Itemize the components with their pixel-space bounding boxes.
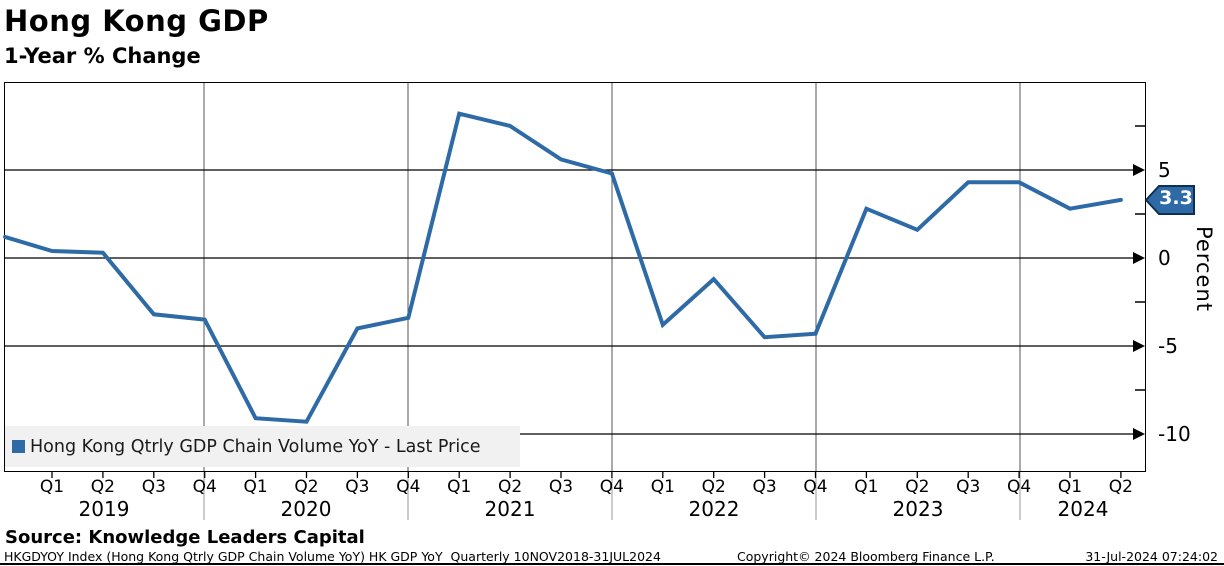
x-axis-year-label: 2022: [688, 497, 740, 521]
x-axis-quarter-label: Q3: [956, 477, 981, 497]
y-axis-tick-label: -5: [1158, 334, 1178, 358]
x-axis-quarter-label: Q4: [803, 477, 828, 497]
x-axis-quarter-label: Q2: [90, 477, 115, 497]
x-axis-year-label: 2020: [280, 497, 332, 521]
x-axis-year-label: 2023: [892, 497, 944, 521]
x-axis-quarter-label: Q2: [497, 477, 523, 497]
timestamp: 31-Jul-2024 07:24:02: [1085, 549, 1218, 564]
x-axis-quarter-label: Q1: [243, 477, 268, 497]
y-axis-title: Percent: [1192, 226, 1216, 313]
legend: Hong Kong Qtrly GDP Chain Volume YoY - L…: [5, 426, 520, 467]
x-axis-quarter-label: Q4: [396, 477, 421, 497]
x-axis-year-label: 2024: [1057, 497, 1109, 521]
x-axis-quarter-label: Q2: [1108, 477, 1133, 497]
x-axis-quarter-label: Q2: [294, 477, 319, 497]
y-axis-tick-label: 0: [1158, 246, 1171, 270]
x-axis-quarter-label: Q1: [854, 477, 879, 497]
x-axis-quarter-label: Q3: [141, 477, 166, 497]
x-axis-quarter-label: Q3: [752, 477, 777, 497]
bottom-divider: [0, 563, 1224, 565]
x-axis-quarter-label: Q3: [548, 477, 574, 497]
last-price-flag: 3.3: [1144, 183, 1198, 217]
last-price-flag-shape: [1144, 185, 1195, 215]
x-axis-quarter-label: Q1: [650, 477, 675, 497]
y-axis-tick-label: -10: [1158, 422, 1191, 446]
copyright-notice: Copyright© 2024 Bloomberg Finance L.P.: [737, 549, 995, 564]
legend-series-swatch-icon: [12, 440, 25, 453]
x-axis-quarter-label: Q1: [39, 477, 65, 497]
page-title: Hong Kong GDP: [4, 4, 269, 38]
plot-area-border: [4, 82, 1146, 472]
x-axis-quarter-label: Q1: [1057, 477, 1083, 497]
x-axis-quarter-label: Q4: [599, 477, 624, 497]
x-axis-quarter-label: Q2: [701, 477, 726, 497]
page-subtitle: 1-Year % Change: [4, 44, 201, 68]
x-axis-quarter-label: Q2: [905, 477, 930, 497]
last-price-value: 3.3: [1159, 187, 1193, 209]
x-axis-quarter-label: Q3: [345, 477, 370, 497]
x-axis-quarter-label: Q4: [1006, 477, 1032, 497]
x-axis-quarter-label: Q1: [447, 477, 472, 497]
legend-series-label: Hong Kong Qtrly GDP Chain Volume YoY - L…: [30, 436, 481, 457]
y-axis-tick-label: 5: [1158, 158, 1171, 182]
x-axis-quarter-label: Q4: [192, 477, 217, 497]
ticker-info: HKGDYOY Index (Hong Kong Qtrly GDP Chain…: [4, 549, 661, 564]
x-axis-year-label: 2019: [78, 497, 130, 521]
source-attribution: Source: Knowledge Leaders Capital: [5, 527, 365, 548]
x-axis-year-label: 2021: [484, 497, 536, 521]
